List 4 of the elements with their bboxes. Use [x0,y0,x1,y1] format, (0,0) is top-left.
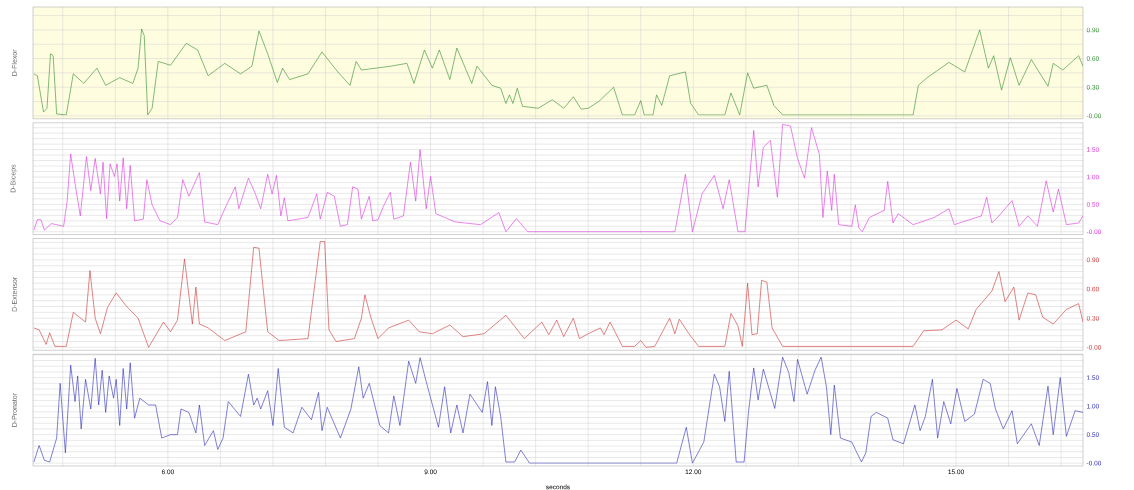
line-series [33,124,1083,233]
line-series [33,356,1083,464]
line-series [33,28,1083,116]
line-series [33,241,1083,348]
